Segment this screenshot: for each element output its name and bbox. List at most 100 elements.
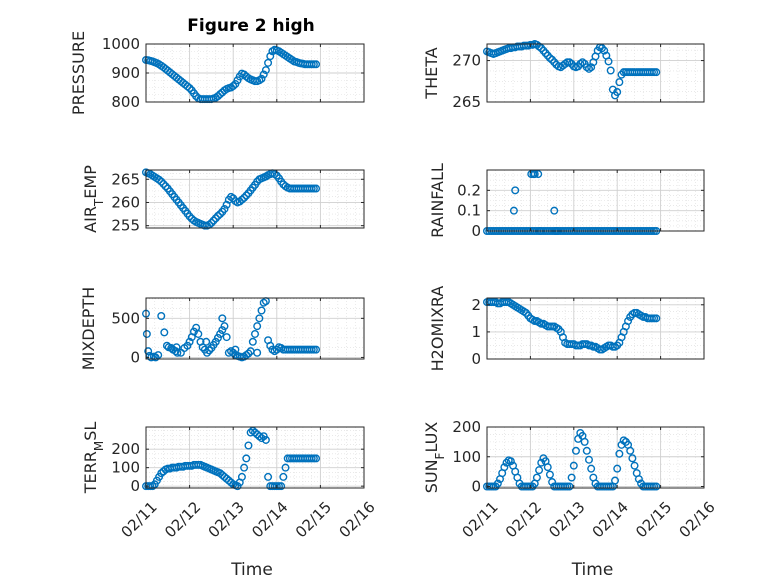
figure-title: Figure 2 high [187,16,315,36]
data-point [161,182,170,191]
data-point [173,348,182,357]
data-point [613,88,622,97]
data-point [261,435,270,444]
data-point [240,463,249,472]
series-markers [141,297,321,362]
data-point [198,343,207,352]
data-point [279,472,288,481]
data-point [189,327,198,336]
data-point [543,463,552,472]
data-point [312,60,321,69]
data-point [142,329,151,338]
y-tick-label: 260 [111,193,140,211]
data-point [202,337,211,346]
axes-frame [145,426,365,489]
y-tick-label: 0 [471,350,481,368]
data-point [220,204,229,213]
y-tick-label: 0.1 [457,202,481,220]
data-point [550,206,559,215]
data-point [611,476,620,485]
data-point [218,314,227,323]
series-markers [483,298,661,354]
y-axis-label: TERRMSL [81,422,106,495]
data-point [626,446,635,455]
data-point [248,337,257,346]
axes-frame [486,169,705,232]
data-point [537,458,546,467]
data-point [157,311,166,320]
subplot-air_temp: 255 260 265 AIRTEMP [81,165,365,235]
axes-frame [145,169,365,229]
data-point [567,473,576,482]
y-tick-label: 800 [111,93,140,111]
data-point [571,446,580,455]
data-point [242,454,251,463]
axes-frame [486,297,705,360]
series-markers [141,426,321,491]
y-tick-label: 100 [111,459,140,477]
data-point [502,458,511,467]
subplot-theta: 265 270 THETA [422,40,705,111]
data-point [194,329,203,338]
data-point [509,206,518,215]
data-point [264,58,273,67]
data-point [209,216,218,225]
data-point [545,54,554,63]
data-point [582,446,591,455]
data-point [266,341,275,350]
data-point [264,472,273,481]
y-tick-label: 0 [130,348,140,366]
data-point [205,346,214,355]
data-point [216,210,225,219]
data-point [277,482,286,491]
data-point [244,441,253,450]
y-tick-label: 0 [471,478,481,496]
data-point [185,212,194,221]
y-axis-label: MIXDEPTH [79,287,98,370]
data-point [213,333,222,342]
data-point [565,58,574,67]
y-axis-label: THETA [422,47,441,99]
data-point [652,314,661,323]
data-point [183,82,192,91]
data-point [312,184,321,193]
data-point [207,218,216,227]
data-point [211,214,220,223]
data-point [535,466,544,475]
y-tick-label: 1 [471,323,481,341]
subplot-h2omixra: 0 1 2 H2OMIXRA [428,286,705,372]
series-markers [141,45,321,104]
data-point [576,59,585,68]
y-tick-label: 900 [111,64,140,82]
data-point [218,326,227,335]
data-point [312,454,321,463]
y-tick-label: 2 [471,296,481,314]
data-point [203,348,212,357]
data-point [628,454,637,463]
data-point [250,329,259,338]
data-point [155,175,164,184]
series-markers [483,428,661,491]
y-axis-label: PRESSURE [69,31,88,115]
y-tick-label: 270 [452,52,481,70]
y-axis-label: H2OMIXRA [428,286,447,372]
series-markers [141,168,321,230]
data-point [255,314,264,323]
axes-frame [486,426,705,489]
data-point [604,57,613,66]
series-markers [483,40,661,100]
data-point [511,186,520,195]
data-point [266,52,275,61]
plot-area [487,427,704,488]
data-point [584,455,593,464]
y-tick-label: 265 [111,170,140,188]
data-point [216,329,225,338]
data-point [257,74,266,83]
y-tick-label: 1000 [102,35,140,53]
data-point [242,191,251,200]
data-point [240,193,249,202]
y-axis-label: SUNFLUX [422,422,447,494]
data-point [162,341,171,350]
data-point [615,78,624,87]
data-point [493,479,502,488]
